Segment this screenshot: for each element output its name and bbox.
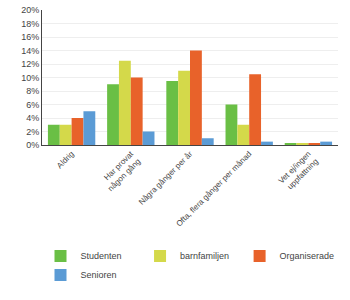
svg-text:6%: 6%: [26, 100, 39, 110]
svg-text:Vet ej/ingenuppfattning: Vet ej/ingenuppfattning: [277, 149, 320, 192]
svg-text:Senioren: Senioren: [81, 270, 117, 280]
svg-text:2%: 2%: [26, 127, 39, 137]
svg-text:Ofta, flera gånger per månad: Ofta, flera gånger per månad: [174, 149, 253, 228]
svg-text:14%: 14%: [21, 46, 39, 56]
svg-text:Studenten: Studenten: [81, 251, 122, 261]
svg-text:10%: 10%: [21, 73, 39, 83]
svg-text:0%: 0%: [26, 140, 39, 150]
svg-text:4%: 4%: [26, 113, 39, 123]
svg-text:Några gånger per år: Några gånger per år: [137, 149, 195, 207]
svg-text:8%: 8%: [26, 86, 39, 96]
svg-text:Aldrig: Aldrig: [55, 149, 76, 170]
svg-text:20%: 20%: [21, 5, 39, 15]
svg-text:Organiserade: Organiserade: [280, 251, 335, 261]
svg-text:16%: 16%: [21, 32, 39, 42]
svg-text:Har provatnågon gång: Har provatnågon gång: [99, 149, 143, 193]
svg-text:18%: 18%: [21, 19, 39, 29]
svg-text:12%: 12%: [21, 59, 39, 69]
svg-text:barnfamiljen: barnfamiljen: [180, 251, 229, 261]
